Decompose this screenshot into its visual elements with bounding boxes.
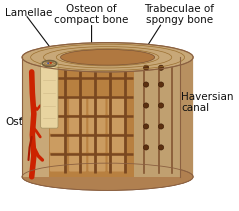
Ellipse shape [60,49,155,65]
FancyBboxPatch shape [108,155,125,172]
Ellipse shape [158,124,164,129]
FancyBboxPatch shape [108,136,125,153]
FancyBboxPatch shape [88,136,105,153]
Ellipse shape [143,145,149,150]
Ellipse shape [143,124,149,129]
Ellipse shape [143,103,149,108]
Ellipse shape [158,82,164,87]
FancyBboxPatch shape [41,62,58,128]
Text: Osteon: Osteon [5,117,42,127]
Polygon shape [22,57,49,177]
Text: Osteon of
compact bone: Osteon of compact bone [54,4,129,26]
Polygon shape [134,57,180,177]
FancyBboxPatch shape [108,117,125,134]
Ellipse shape [47,62,49,64]
FancyBboxPatch shape [69,136,86,153]
Ellipse shape [158,103,164,108]
Polygon shape [22,53,35,177]
Ellipse shape [143,82,149,87]
Text: Haversian
canal: Haversian canal [181,92,234,114]
Polygon shape [49,57,134,177]
Ellipse shape [158,145,164,150]
FancyBboxPatch shape [69,155,86,172]
Ellipse shape [49,62,52,64]
Ellipse shape [22,163,193,190]
Polygon shape [180,55,193,177]
FancyBboxPatch shape [88,155,105,172]
FancyBboxPatch shape [50,136,67,153]
FancyBboxPatch shape [50,155,67,172]
FancyBboxPatch shape [108,98,125,115]
Ellipse shape [158,65,164,70]
Text: Lamellae: Lamellae [5,8,52,18]
FancyBboxPatch shape [69,98,86,115]
FancyBboxPatch shape [69,117,86,134]
Ellipse shape [143,65,149,70]
Ellipse shape [42,60,57,67]
FancyBboxPatch shape [88,98,105,115]
FancyBboxPatch shape [50,117,67,134]
Ellipse shape [80,53,136,62]
Polygon shape [22,57,193,177]
FancyBboxPatch shape [88,117,105,134]
Text: Trabeculae of
spongy bone: Trabeculae of spongy bone [144,4,214,26]
FancyBboxPatch shape [50,98,67,115]
Ellipse shape [22,43,193,72]
